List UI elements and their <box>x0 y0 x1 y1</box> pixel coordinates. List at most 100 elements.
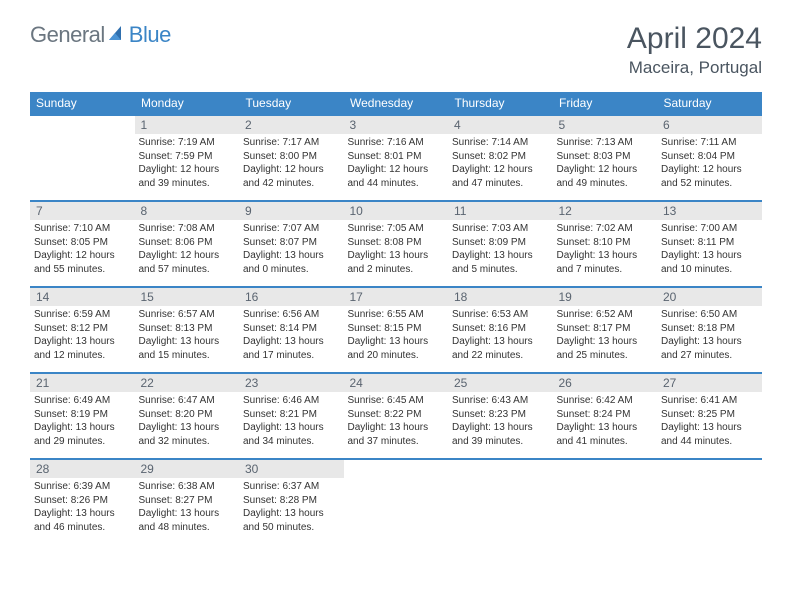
sunrise-text: Sunrise: 6:42 AM <box>557 394 654 408</box>
sunset-text: Sunset: 8:20 PM <box>139 408 236 422</box>
daylight-text: Daylight: 13 hours and 25 minutes. <box>557 335 654 362</box>
calendar-cell: 9Sunrise: 7:07 AMSunset: 8:07 PMDaylight… <box>239 201 344 287</box>
calendar-cell: 6Sunrise: 7:11 AMSunset: 8:04 PMDaylight… <box>657 115 762 201</box>
sunset-text: Sunset: 8:12 PM <box>34 322 131 336</box>
daylight-text: Daylight: 13 hours and 12 minutes. <box>34 335 131 362</box>
calendar-cell: 29Sunrise: 6:38 AMSunset: 8:27 PMDayligh… <box>135 459 240 545</box>
sunset-text: Sunset: 8:03 PM <box>557 150 654 164</box>
sunrise-text: Sunrise: 7:07 AM <box>243 222 340 236</box>
day-number: 7 <box>30 202 135 220</box>
sunset-text: Sunset: 8:25 PM <box>661 408 758 422</box>
day-body: Sunrise: 7:08 AMSunset: 8:06 PMDaylight:… <box>135 220 240 280</box>
day-number: 5 <box>553 116 658 134</box>
calendar-cell: 15Sunrise: 6:57 AMSunset: 8:13 PMDayligh… <box>135 287 240 373</box>
daylight-text: Daylight: 13 hours and 29 minutes. <box>34 421 131 448</box>
daylight-text: Daylight: 12 hours and 49 minutes. <box>557 163 654 190</box>
daylight-text: Daylight: 12 hours and 42 minutes. <box>243 163 340 190</box>
day-body: Sunrise: 6:56 AMSunset: 8:14 PMDaylight:… <box>239 306 344 366</box>
sunrise-text: Sunrise: 7:13 AM <box>557 136 654 150</box>
daylight-text: Daylight: 13 hours and 17 minutes. <box>243 335 340 362</box>
day-body: Sunrise: 6:50 AMSunset: 8:18 PMDaylight:… <box>657 306 762 366</box>
calendar-cell <box>30 115 135 201</box>
sunset-text: Sunset: 8:09 PM <box>452 236 549 250</box>
daylight-text: Daylight: 12 hours and 57 minutes. <box>139 249 236 276</box>
day-number: 12 <box>553 202 658 220</box>
calendar-cell: 27Sunrise: 6:41 AMSunset: 8:25 PMDayligh… <box>657 373 762 459</box>
day-number: 6 <box>657 116 762 134</box>
day-number: 28 <box>30 460 135 478</box>
daylight-text: Daylight: 13 hours and 39 minutes. <box>452 421 549 448</box>
sunset-text: Sunset: 8:24 PM <box>557 408 654 422</box>
day-body: Sunrise: 7:02 AMSunset: 8:10 PMDaylight:… <box>553 220 658 280</box>
day-body: Sunrise: 6:37 AMSunset: 8:28 PMDaylight:… <box>239 478 344 538</box>
day-body: Sunrise: 6:39 AMSunset: 8:26 PMDaylight:… <box>30 478 135 538</box>
day-body: Sunrise: 7:14 AMSunset: 8:02 PMDaylight:… <box>448 134 553 194</box>
sunrise-text: Sunrise: 6:49 AM <box>34 394 131 408</box>
calendar-cell: 4Sunrise: 7:14 AMSunset: 8:02 PMDaylight… <box>448 115 553 201</box>
sunset-text: Sunset: 8:17 PM <box>557 322 654 336</box>
daylight-text: Daylight: 13 hours and 2 minutes. <box>348 249 445 276</box>
calendar-cell: 2Sunrise: 7:17 AMSunset: 8:00 PMDaylight… <box>239 115 344 201</box>
sail-icon <box>107 24 127 47</box>
daylight-text: Daylight: 13 hours and 50 minutes. <box>243 507 340 534</box>
sunset-text: Sunset: 8:23 PM <box>452 408 549 422</box>
daylight-text: Daylight: 13 hours and 20 minutes. <box>348 335 445 362</box>
daylight-text: Daylight: 13 hours and 34 minutes. <box>243 421 340 448</box>
calendar-cell: 10Sunrise: 7:05 AMSunset: 8:08 PMDayligh… <box>344 201 449 287</box>
calendar-cell: 23Sunrise: 6:46 AMSunset: 8:21 PMDayligh… <box>239 373 344 459</box>
day-number: 22 <box>135 374 240 392</box>
daylight-text: Daylight: 13 hours and 22 minutes. <box>452 335 549 362</box>
sunset-text: Sunset: 8:06 PM <box>139 236 236 250</box>
day-number: 8 <box>135 202 240 220</box>
calendar-cell: 5Sunrise: 7:13 AMSunset: 8:03 PMDaylight… <box>553 115 658 201</box>
day-number: 24 <box>344 374 449 392</box>
calendar-row: 28Sunrise: 6:39 AMSunset: 8:26 PMDayligh… <box>30 459 762 545</box>
calendar-row: 21Sunrise: 6:49 AMSunset: 8:19 PMDayligh… <box>30 373 762 459</box>
day-body: Sunrise: 7:10 AMSunset: 8:05 PMDaylight:… <box>30 220 135 280</box>
sunset-text: Sunset: 8:01 PM <box>348 150 445 164</box>
calendar-cell: 18Sunrise: 6:53 AMSunset: 8:16 PMDayligh… <box>448 287 553 373</box>
sunrise-text: Sunrise: 7:10 AM <box>34 222 131 236</box>
daylight-text: Daylight: 13 hours and 41 minutes. <box>557 421 654 448</box>
sunset-text: Sunset: 8:00 PM <box>243 150 340 164</box>
day-body: Sunrise: 6:52 AMSunset: 8:17 PMDaylight:… <box>553 306 658 366</box>
day-body: Sunrise: 6:53 AMSunset: 8:16 PMDaylight:… <box>448 306 553 366</box>
sunrise-text: Sunrise: 6:39 AM <box>34 480 131 494</box>
daylight-text: Daylight: 13 hours and 15 minutes. <box>139 335 236 362</box>
sunrise-text: Sunrise: 6:37 AM <box>243 480 340 494</box>
sunset-text: Sunset: 8:21 PM <box>243 408 340 422</box>
daylight-text: Daylight: 12 hours and 44 minutes. <box>348 163 445 190</box>
calendar-cell: 19Sunrise: 6:52 AMSunset: 8:17 PMDayligh… <box>553 287 658 373</box>
sunset-text: Sunset: 8:22 PM <box>348 408 445 422</box>
calendar-cell: 3Sunrise: 7:16 AMSunset: 8:01 PMDaylight… <box>344 115 449 201</box>
day-body: Sunrise: 7:16 AMSunset: 8:01 PMDaylight:… <box>344 134 449 194</box>
sunset-text: Sunset: 8:07 PM <box>243 236 340 250</box>
day-body: Sunrise: 7:13 AMSunset: 8:03 PMDaylight:… <box>553 134 658 194</box>
page-title: April 2024 <box>627 22 762 56</box>
day-body: Sunrise: 6:42 AMSunset: 8:24 PMDaylight:… <box>553 392 658 452</box>
day-number: 25 <box>448 374 553 392</box>
sunrise-text: Sunrise: 7:00 AM <box>661 222 758 236</box>
sunrise-text: Sunrise: 7:08 AM <box>139 222 236 236</box>
title-block: April 2024 Maceira, Portugal <box>627 22 762 78</box>
sunrise-text: Sunrise: 7:03 AM <box>452 222 549 236</box>
sunrise-text: Sunrise: 6:45 AM <box>348 394 445 408</box>
daylight-text: Daylight: 13 hours and 44 minutes. <box>661 421 758 448</box>
sunset-text: Sunset: 8:11 PM <box>661 236 758 250</box>
day-number: 16 <box>239 288 344 306</box>
sunrise-text: Sunrise: 7:02 AM <box>557 222 654 236</box>
calendar-row: 14Sunrise: 6:59 AMSunset: 8:12 PMDayligh… <box>30 287 762 373</box>
sunrise-text: Sunrise: 7:19 AM <box>139 136 236 150</box>
daylight-text: Daylight: 13 hours and 10 minutes. <box>661 249 758 276</box>
daylight-text: Daylight: 13 hours and 27 minutes. <box>661 335 758 362</box>
sunset-text: Sunset: 8:14 PM <box>243 322 340 336</box>
sunset-text: Sunset: 8:04 PM <box>661 150 758 164</box>
day-body: Sunrise: 6:47 AMSunset: 8:20 PMDaylight:… <box>135 392 240 452</box>
day-body: Sunrise: 6:49 AMSunset: 8:19 PMDaylight:… <box>30 392 135 452</box>
sunset-text: Sunset: 7:59 PM <box>139 150 236 164</box>
calendar-cell: 22Sunrise: 6:47 AMSunset: 8:20 PMDayligh… <box>135 373 240 459</box>
sunrise-text: Sunrise: 6:43 AM <box>452 394 549 408</box>
calendar-cell: 25 Sunrise: 6:43 AMSunset: 8:23 PMDayligh… <box>448 373 553 459</box>
weekday-header: Tuesday <box>239 92 344 115</box>
location-label: Maceira, Portugal <box>627 58 762 78</box>
